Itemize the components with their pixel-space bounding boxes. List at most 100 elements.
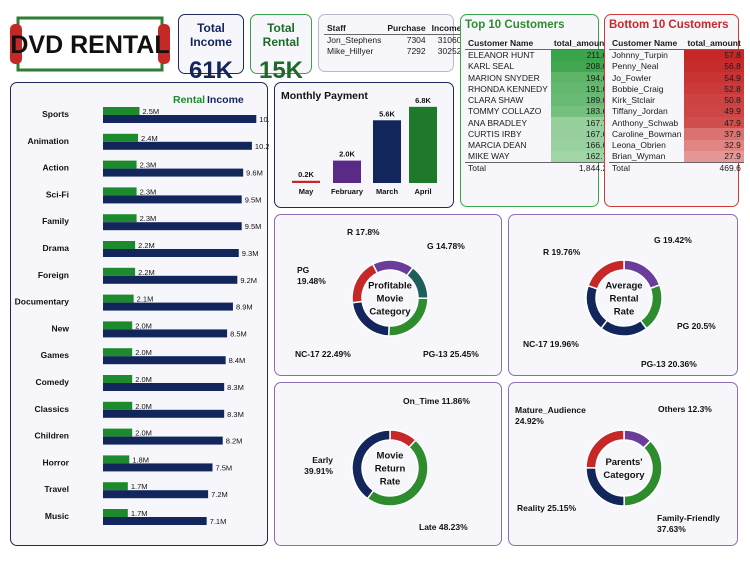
return-rate-card: On_Time 11.86% Late 48.23% Early 39.91% Movi… xyxy=(274,382,502,546)
donut-title-line: Category xyxy=(369,307,411,318)
rental-bar xyxy=(103,107,140,115)
donut-title-line: Average xyxy=(605,281,642,292)
donut-slice xyxy=(639,283,663,330)
income-bar xyxy=(103,383,225,391)
top-customers-card: Top 10 Customers Customer Name total_amou… xyxy=(460,14,611,207)
donut-title-line: Rental xyxy=(609,294,638,305)
rental-bar xyxy=(103,294,134,303)
total-amount-cell: 167.7 xyxy=(550,117,611,129)
top-customers-title: Top 10 Customers xyxy=(465,19,565,31)
donut-title-line: Movie xyxy=(377,294,404,305)
month-label: May xyxy=(299,187,314,196)
total-amount-cell: 50.8 xyxy=(684,94,744,106)
income-bar xyxy=(103,356,226,365)
slice-label: R 17.8% xyxy=(347,227,380,237)
monthly-bar xyxy=(292,180,320,183)
total-amount-cell: 162.7 xyxy=(550,150,611,163)
customer-name-cell: Kirk_Stclair xyxy=(612,95,655,106)
rental-value-label: 2.2M xyxy=(138,241,155,250)
donut-title-line: Profitable xyxy=(368,281,412,292)
total-label: Total xyxy=(609,161,685,174)
month-label: April xyxy=(414,187,431,196)
category-label: Classics xyxy=(35,404,70,414)
income-bar xyxy=(103,168,244,177)
customer-name-cell: MARCIA DEAN xyxy=(468,140,527,151)
customer-name-cell: Jo_Fowler xyxy=(612,72,652,83)
total-amount-cell: 167.6 xyxy=(550,128,611,140)
monthly-payment-card: Monthly Payment 0.2K May 2.0K February 5.6K Ma… xyxy=(274,82,454,208)
total-amount-cell: 54.9 xyxy=(684,71,744,84)
rental-bar xyxy=(103,509,128,517)
rental-bar xyxy=(103,375,133,383)
monthly-bar xyxy=(333,160,361,183)
total-amount-cell: 211.6 xyxy=(550,49,611,61)
total-amount-cell: 183.6 xyxy=(550,105,611,118)
slice-label: R 19.76% xyxy=(543,247,581,257)
rental-bar xyxy=(103,455,130,464)
table-row: ELEANOR HUNT 211.6 xyxy=(465,49,611,61)
customer-name-cell: Caroline_Bowman xyxy=(612,129,682,140)
category-label: Foreign xyxy=(38,270,69,280)
slice-label: PG-13 25.45% xyxy=(423,349,479,359)
slice-label: Family-Friendly 37.63% xyxy=(657,513,720,534)
income-bar xyxy=(103,141,252,150)
total-value: 469.6 xyxy=(684,161,744,174)
total-row: Total 1,844.2 xyxy=(465,161,611,174)
rental-value-label: 2.0M xyxy=(135,429,152,438)
category-label: Children xyxy=(35,431,69,441)
total-amount-cell: 189.6 xyxy=(550,94,611,106)
total-row: Total 469.6 xyxy=(609,161,744,174)
rental-value-label: 2.5M xyxy=(143,107,160,116)
income-value-label: 8.2M xyxy=(226,437,243,446)
category-label: Sports xyxy=(42,109,69,119)
rental-rate-donut: G 19.42% PG 20.5% PG-13 20.36% NC-17 19.96%… xyxy=(523,235,716,369)
staff-table: Staff Purchase Income Jon_Stephens 7304 … xyxy=(324,23,465,57)
total-amount-header: total_amount xyxy=(684,38,744,50)
table-row: Penny_Neal 56.8 xyxy=(609,60,744,72)
income-bar xyxy=(103,329,228,338)
customer-name-cell: Anthony_Schwab xyxy=(612,117,679,128)
income-value-label: 7.5M xyxy=(216,463,233,472)
slice-label: Early 39.91% xyxy=(304,455,333,476)
slice-label: PG 19.48% xyxy=(297,265,326,286)
donut-title-line: Rate xyxy=(380,477,401,488)
table-row: KARL SEAL 208.6 xyxy=(465,60,611,72)
income-bar xyxy=(103,517,207,525)
donut-slice xyxy=(351,429,391,500)
slice-label: G 14.78% xyxy=(427,241,465,251)
table-row: TOMMY COLLAZO 183.6 xyxy=(465,105,611,118)
total-amount-header: total_amount xyxy=(550,38,611,50)
table-row: Kirk_Stclair 50.8 xyxy=(609,94,744,106)
rental-bar xyxy=(103,160,137,169)
staff-header: Staff xyxy=(324,23,385,35)
category-label: Music xyxy=(45,511,69,521)
rental-value-label: 2.0M xyxy=(135,402,152,411)
income-value-label: 8.3M xyxy=(227,410,244,419)
category-label: Documentary xyxy=(15,297,70,307)
month-label: March xyxy=(376,187,399,196)
table-row: Jo_Fowler 54.9 xyxy=(609,71,744,84)
category-label: New xyxy=(52,323,70,333)
chart-title: Monthly Payment xyxy=(281,90,368,102)
rental-value-label: 1.8M xyxy=(132,455,149,464)
monthly-value-label: 6.8K xyxy=(415,96,431,105)
slice-label: Others 12.3% xyxy=(658,404,712,414)
customer-name-cell: Tiffany_Jordan xyxy=(612,106,668,117)
total-amount-cell: 166.6 xyxy=(550,139,611,151)
customer-name-cell: Johnny_Turpin xyxy=(612,50,668,61)
total-rental-card: Total Rental 15K xyxy=(250,14,312,84)
month-label: February xyxy=(331,187,364,196)
slice-label: NC-17 22.49% xyxy=(295,349,351,359)
total-value: 1,844.2 xyxy=(550,161,611,174)
total-amount-cell: 32.9 xyxy=(684,139,744,151)
income-header: Income xyxy=(428,23,465,35)
category-label: Family xyxy=(42,216,69,226)
monthly-value-label: 2.0K xyxy=(339,150,355,159)
customer-name-header: Customer Name xyxy=(609,38,685,50)
bottom-customers-title: Bottom 10 Customers xyxy=(609,19,729,31)
table-row: Brian_Wyman 27.9 xyxy=(609,150,744,163)
rental-value-label: 1.7M xyxy=(131,482,148,491)
income-value-label: 8.9M xyxy=(236,303,253,312)
parents-category-card: Others 12.3% Family-Friendly 37.63% Reality… xyxy=(508,382,738,546)
